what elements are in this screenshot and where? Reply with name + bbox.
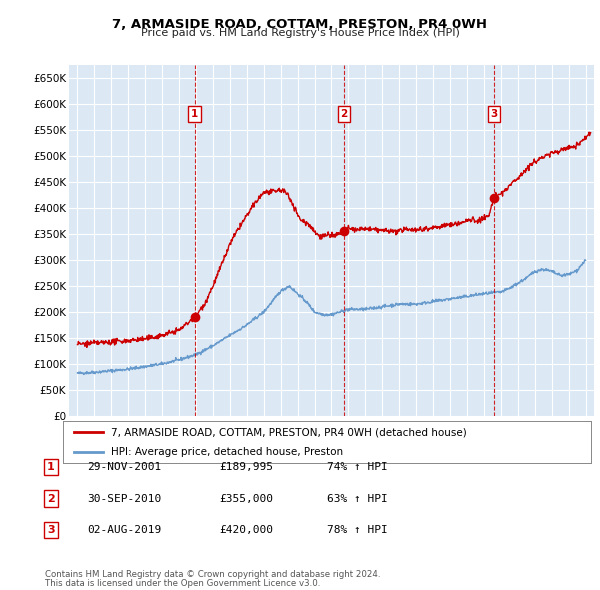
Text: HPI: Average price, detached house, Preston: HPI: Average price, detached house, Pres… xyxy=(110,447,343,457)
Text: 2: 2 xyxy=(47,494,55,503)
Text: 29-NOV-2001: 29-NOV-2001 xyxy=(87,463,161,472)
Text: 7, ARMASIDE ROAD, COTTAM, PRESTON, PR4 0WH (detached house): 7, ARMASIDE ROAD, COTTAM, PRESTON, PR4 0… xyxy=(110,427,466,437)
Text: 3: 3 xyxy=(47,525,55,535)
Text: This data is licensed under the Open Government Licence v3.0.: This data is licensed under the Open Gov… xyxy=(45,579,320,588)
Text: 1: 1 xyxy=(47,463,55,472)
Text: £355,000: £355,000 xyxy=(219,494,273,503)
Text: £189,995: £189,995 xyxy=(219,463,273,472)
Text: 1: 1 xyxy=(191,109,198,119)
Text: 78% ↑ HPI: 78% ↑ HPI xyxy=(327,525,388,535)
Text: 7, ARMASIDE ROAD, COTTAM, PRESTON, PR4 0WH: 7, ARMASIDE ROAD, COTTAM, PRESTON, PR4 0… xyxy=(113,18,487,31)
Text: 3: 3 xyxy=(490,109,497,119)
Text: £420,000: £420,000 xyxy=(219,525,273,535)
Text: Price paid vs. HM Land Registry's House Price Index (HPI): Price paid vs. HM Land Registry's House … xyxy=(140,28,460,38)
Text: 02-AUG-2019: 02-AUG-2019 xyxy=(87,525,161,535)
Text: Contains HM Land Registry data © Crown copyright and database right 2024.: Contains HM Land Registry data © Crown c… xyxy=(45,570,380,579)
Text: 74% ↑ HPI: 74% ↑ HPI xyxy=(327,463,388,472)
Text: 2: 2 xyxy=(341,109,348,119)
Text: 30-SEP-2010: 30-SEP-2010 xyxy=(87,494,161,503)
Text: 63% ↑ HPI: 63% ↑ HPI xyxy=(327,494,388,503)
